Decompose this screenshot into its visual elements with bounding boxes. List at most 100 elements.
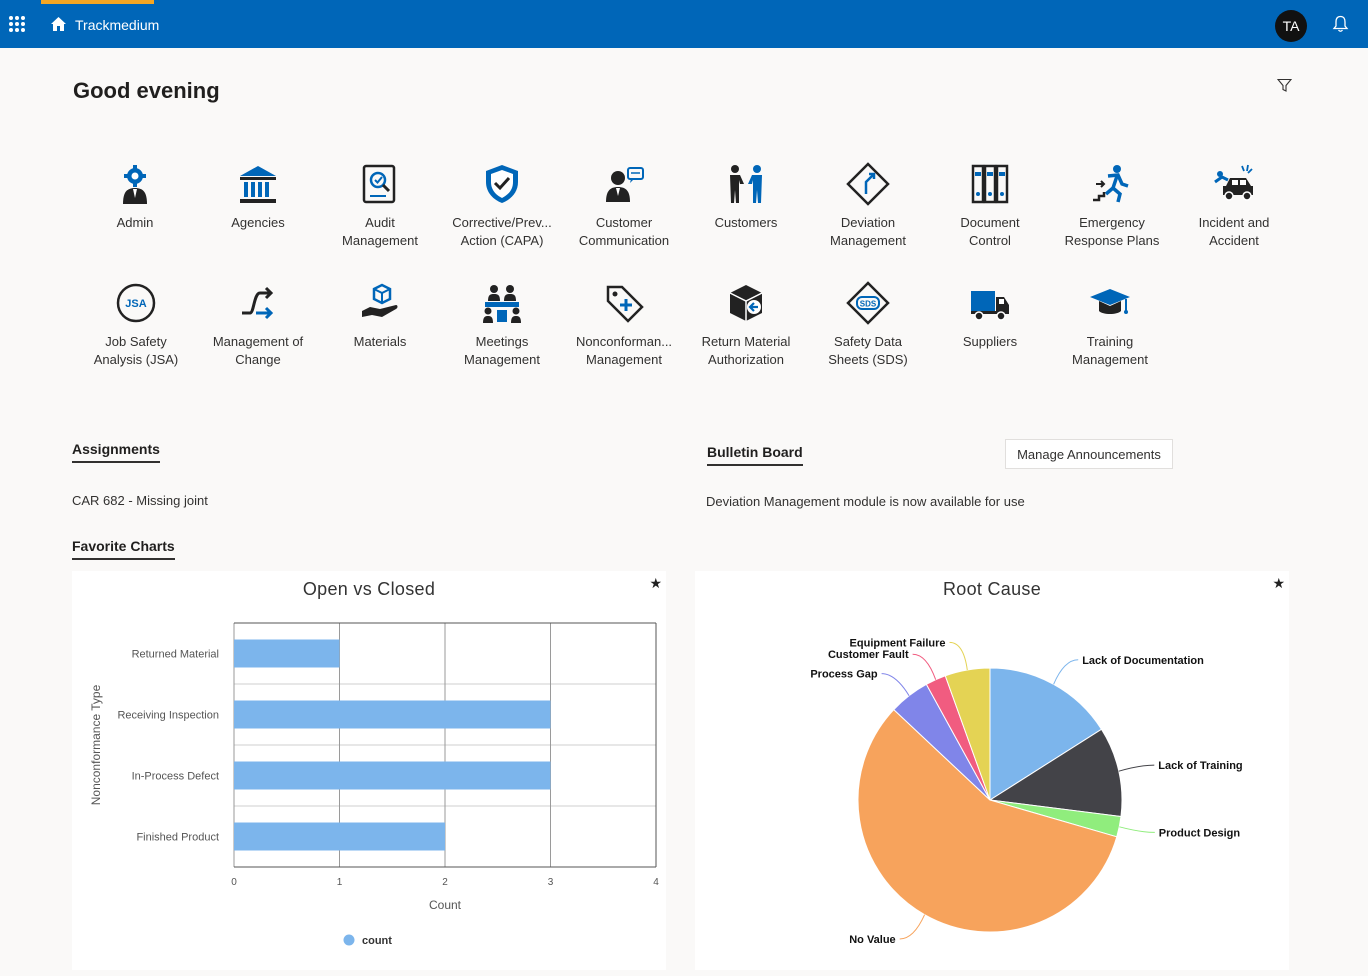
module-label: Job Safety [105, 334, 167, 349]
car-crash-icon [1210, 160, 1258, 208]
module-return-material-authorization[interactable]: Return Material Authorization [686, 279, 806, 369]
sds-diamond-icon: SDS [844, 279, 892, 327]
y-category-label: In-Process Defect [132, 771, 219, 783]
chart-title: Open vs Closed [302, 579, 436, 599]
pie-slice [857, 708, 1118, 933]
bar-chart: 0 1 2 3 4 Returned Material Receiving Inspecti… [89, 622, 659, 947]
module-label: Deviation [840, 215, 896, 230]
module-job-safety-analysis[interactable]: JSA Job Safety Analysis (JSA) [76, 279, 196, 369]
pie-label: No Value [849, 934, 895, 946]
favorite-charts-title: Favorite Charts [72, 538, 175, 560]
module-label-line2: Change [235, 352, 281, 367]
module-label: Safety Data [834, 334, 902, 349]
assignment-item[interactable]: CAR 682 - Missing joint [72, 493, 208, 508]
filter-icon[interactable] [1277, 78, 1292, 93]
legend-label: count [362, 935, 392, 947]
materials-hand-box-icon [356, 279, 404, 327]
admin-gear-icon [111, 160, 159, 208]
deviation-icon [844, 160, 892, 208]
module-label-line2: Accident [1209, 233, 1259, 248]
module-label: Document [960, 215, 1020, 230]
bar [234, 639, 340, 668]
module-label: Meetings [475, 334, 529, 349]
customer-communication-icon [600, 160, 648, 208]
module-meetings-management[interactable]: Meetings Management [442, 279, 562, 369]
module-label-line2: Management [342, 233, 418, 248]
module-label: Agencies [231, 215, 285, 230]
module-label: Audit [365, 215, 395, 230]
y-category-label: Finished Product [136, 832, 219, 844]
emergency-exit-icon [1088, 160, 1136, 208]
y-category-label: Receiving Inspection [117, 710, 219, 722]
x-tick-label: 0 [231, 877, 237, 888]
module-safety-data-sheets[interactable]: SDS Safety Data Sheets (SDS) [808, 279, 928, 369]
pie-connector [949, 641, 968, 671]
pie-connector [1119, 826, 1155, 833]
module-label-line2: Analysis (JSA) [93, 352, 179, 367]
agency-building-icon [234, 160, 282, 208]
module-label: Customers [714, 215, 778, 230]
module-nonconformance-management[interactable]: Nonconforman... Management [564, 279, 684, 369]
module-label: Incident and [1198, 215, 1270, 230]
assignments-title: Assignments [72, 441, 160, 463]
module-emergency-response-plans[interactable]: Emergency Response Plans [1052, 160, 1172, 250]
module-customers[interactable]: Customers [686, 160, 806, 232]
module-agencies[interactable]: Agencies [198, 160, 318, 232]
pie-chart: Lack of Documentation Lack of Training Pro… [810, 637, 1242, 946]
module-training-management[interactable]: Training Management [1050, 279, 1170, 369]
greeting: Good evening [73, 78, 220, 103]
pie-connector [1053, 659, 1079, 685]
pie-connector [881, 673, 910, 696]
pie-label: Customer Fault [828, 649, 909, 661]
module-customer-communication[interactable]: Customer Communication [564, 160, 684, 250]
module-label: Emergency [1079, 215, 1145, 230]
module-label: Customer [595, 215, 653, 230]
module-label: Management of [212, 334, 304, 349]
customers-handshake-icon [722, 160, 770, 208]
top-bar: Trackmedium TA [0, 0, 1368, 48]
home-icon[interactable] [50, 16, 67, 32]
app-launcher-icon[interactable] [9, 16, 25, 32]
pie-connector [1118, 764, 1155, 772]
pie-connector [912, 653, 937, 680]
y-axis-label: Nonconformance Type [89, 684, 103, 805]
module-materials[interactable]: Materials [320, 279, 440, 351]
module-label-line2: Management [830, 233, 906, 248]
avatar[interactable]: TA [1275, 10, 1307, 42]
app-name[interactable]: Trackmedium [75, 17, 160, 33]
pie-label: Lack of Documentation [1082, 655, 1204, 667]
binders-icon [966, 160, 1014, 208]
module-suppliers[interactable]: Suppliers [930, 279, 1050, 351]
module-label: Return Material [701, 334, 791, 349]
bulletin-board-title: Bulletin Board [707, 444, 803, 466]
truck-icon [966, 279, 1014, 327]
jsa-badge-icon: JSA [112, 279, 160, 327]
svg-text:JSA: JSA [125, 298, 146, 310]
module-document-control[interactable]: Document Control [930, 160, 1050, 250]
chart-card-root-cause: Root Cause ★ Lack of Documentation Lack o… [695, 571, 1289, 970]
manage-announcements-button[interactable]: Manage Announcements [1005, 439, 1173, 469]
bulletin-item: Deviation Management module is now avail… [706, 494, 1025, 509]
shield-check-icon [478, 160, 526, 208]
bar [234, 761, 551, 790]
pie-slice [944, 667, 991, 801]
pie-label: Lack of Training [1158, 760, 1242, 772]
module-audit-management[interactable]: Audit Management [320, 160, 440, 250]
bell-icon[interactable] [1332, 15, 1349, 33]
bar [234, 700, 551, 729]
module-incident-and-accident[interactable]: Incident and Accident [1174, 160, 1294, 250]
svg-text:SDS: SDS [860, 300, 877, 309]
pie-label: Process Gap [810, 669, 878, 681]
module-deviation-management[interactable]: Deviation Management [808, 160, 928, 250]
module-label: Training [1086, 334, 1134, 349]
active-app-indicator [41, 0, 154, 4]
module-label-line2: Communication [578, 233, 670, 248]
module-management-of-change[interactable]: Management of Change [198, 279, 318, 369]
pie-label: Equipment Failure [850, 637, 946, 649]
module-admin[interactable]: Admin [75, 160, 195, 232]
x-tick-label: 1 [337, 877, 343, 888]
favorite-star-icon[interactable]: ★ [1272, 575, 1285, 591]
favorite-star-icon[interactable]: ★ [649, 575, 662, 591]
module-label-line2: Response Plans [1064, 233, 1160, 248]
module-capa[interactable]: Corrective/Prev... Action (CAPA) [442, 160, 562, 250]
